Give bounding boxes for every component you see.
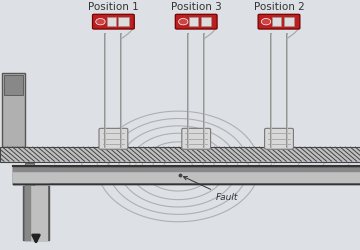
Bar bbox=[107, 17, 116, 26]
Bar bbox=[0, 147, 360, 162]
Text: Position 2: Position 2 bbox=[254, 2, 304, 12]
Bar bbox=[25, 163, 34, 187]
FancyBboxPatch shape bbox=[265, 128, 293, 149]
Text: Position 1: Position 1 bbox=[88, 2, 139, 12]
FancyBboxPatch shape bbox=[258, 14, 300, 29]
Bar bbox=[2, 73, 25, 147]
FancyBboxPatch shape bbox=[175, 14, 217, 29]
Bar bbox=[201, 17, 211, 26]
Bar bbox=[272, 17, 281, 26]
Bar bbox=[4, 76, 23, 95]
Circle shape bbox=[261, 18, 271, 25]
Circle shape bbox=[96, 18, 105, 25]
FancyBboxPatch shape bbox=[99, 128, 128, 149]
Text: Position 3: Position 3 bbox=[171, 2, 221, 12]
FancyBboxPatch shape bbox=[182, 128, 211, 149]
Bar bbox=[284, 17, 294, 26]
Circle shape bbox=[179, 18, 188, 25]
FancyBboxPatch shape bbox=[93, 14, 134, 29]
Bar bbox=[189, 17, 198, 26]
Bar bbox=[118, 17, 129, 26]
Text: Fault: Fault bbox=[184, 176, 238, 202]
